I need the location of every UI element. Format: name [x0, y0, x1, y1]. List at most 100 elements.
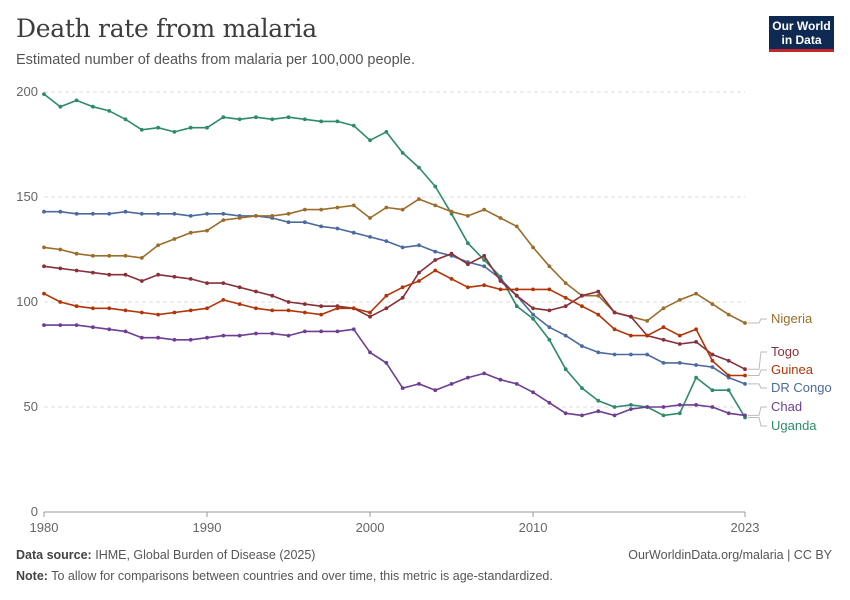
label-connector: [748, 351, 767, 370]
data-point: [237, 216, 242, 220]
data-point: [319, 329, 324, 334]
data-point: [319, 304, 324, 309]
data-point: [172, 274, 177, 279]
data-point: [351, 203, 356, 208]
data-point: [58, 247, 63, 252]
data-point: [205, 281, 209, 285]
data-point: [335, 226, 340, 231]
label-connector: [748, 417, 767, 427]
data-point: [74, 304, 79, 309]
data-point: [596, 409, 601, 414]
data-point: [74, 251, 79, 256]
data-point: [694, 327, 698, 332]
credit-link[interactable]: OurWorldinData.org/malaria | CC BY: [628, 548, 832, 562]
data-point: [498, 287, 503, 292]
data-point: [710, 358, 715, 363]
footnote: Note: To allow for comparisons between c…: [16, 569, 553, 583]
x-tick-label: 2000: [356, 520, 385, 535]
data-point: [107, 211, 112, 216]
data-point: [286, 300, 291, 304]
data-point: [302, 302, 307, 306]
data-point: [596, 293, 601, 298]
data-point: [449, 382, 454, 386]
data-point: [42, 245, 46, 250]
data-point: [514, 287, 519, 292]
data-point: [42, 264, 46, 269]
data-point: [286, 333, 291, 338]
data-point: [302, 220, 307, 225]
data-point: [482, 283, 487, 288]
data-point: [74, 268, 79, 273]
data-point: [156, 312, 161, 317]
owid-logo[interactable]: Our World in Data: [769, 16, 834, 52]
data-point: [319, 224, 324, 229]
data-point: [726, 312, 731, 317]
data-point: [172, 310, 177, 315]
data-point: [726, 358, 731, 363]
data-source: Data source: IHME, Global Burden of Dise…: [16, 548, 315, 562]
data-point: [465, 262, 470, 267]
data-point: [726, 388, 731, 393]
logo-line-1: Our World: [772, 19, 831, 33]
data-point: [351, 230, 356, 235]
data-point: [417, 382, 421, 386]
data-point: [417, 197, 421, 202]
data-point: [563, 411, 568, 416]
data-point: [205, 228, 209, 233]
data-point: [368, 138, 372, 143]
data-point: [547, 325, 552, 330]
data-point: [612, 405, 617, 409]
data-point: [107, 253, 112, 258]
data-point: [514, 382, 519, 386]
data-point: [156, 211, 161, 216]
data-point: [319, 312, 324, 317]
data-point: [726, 373, 731, 378]
data-point: [531, 287, 535, 292]
data-point: [188, 214, 193, 218]
data-point: [433, 258, 438, 262]
data-point: [188, 277, 193, 281]
series-line-dr-congo: [44, 210, 746, 385]
data-point: [254, 214, 258, 218]
data-point: [580, 386, 584, 390]
data-point: [417, 279, 421, 283]
data-point: [563, 333, 568, 338]
data-point: [270, 308, 275, 313]
data-point: [400, 295, 405, 300]
y-tick-label: 50: [24, 399, 38, 414]
data-point: [694, 291, 698, 296]
data-point: [580, 304, 584, 309]
data-point: [514, 293, 519, 298]
data-point: [107, 327, 112, 332]
data-point: [42, 209, 46, 214]
data-point: [710, 302, 715, 306]
data-point: [580, 293, 584, 298]
data-point: [172, 211, 177, 216]
data-point: [384, 130, 389, 134]
data-point: [547, 264, 552, 269]
data-point: [221, 281, 226, 285]
data-point: [319, 119, 324, 124]
data-point: [498, 279, 503, 283]
data-point: [139, 310, 144, 315]
data-point: [205, 125, 209, 130]
data-point: [417, 270, 421, 275]
series-line-chad: [44, 324, 746, 417]
data-point: [270, 214, 275, 218]
data-point: [547, 400, 552, 405]
chart-subtitle: Estimated number of deaths from malaria …: [16, 52, 415, 68]
source-text[interactable]: IHME, Global Burden of Disease (2025): [95, 548, 316, 562]
data-point: [221, 218, 226, 223]
data-point: [563, 295, 568, 300]
data-point: [661, 325, 666, 330]
data-point: [661, 405, 666, 409]
data-point: [319, 207, 324, 212]
data-point: [270, 293, 275, 298]
data-point: [596, 398, 601, 403]
data-point: [580, 413, 584, 418]
data-point: [42, 291, 46, 296]
data-point: [368, 314, 372, 319]
series-line-uganda: [43, 93, 746, 418]
data-point: [612, 413, 617, 418]
data-point: [107, 306, 112, 311]
